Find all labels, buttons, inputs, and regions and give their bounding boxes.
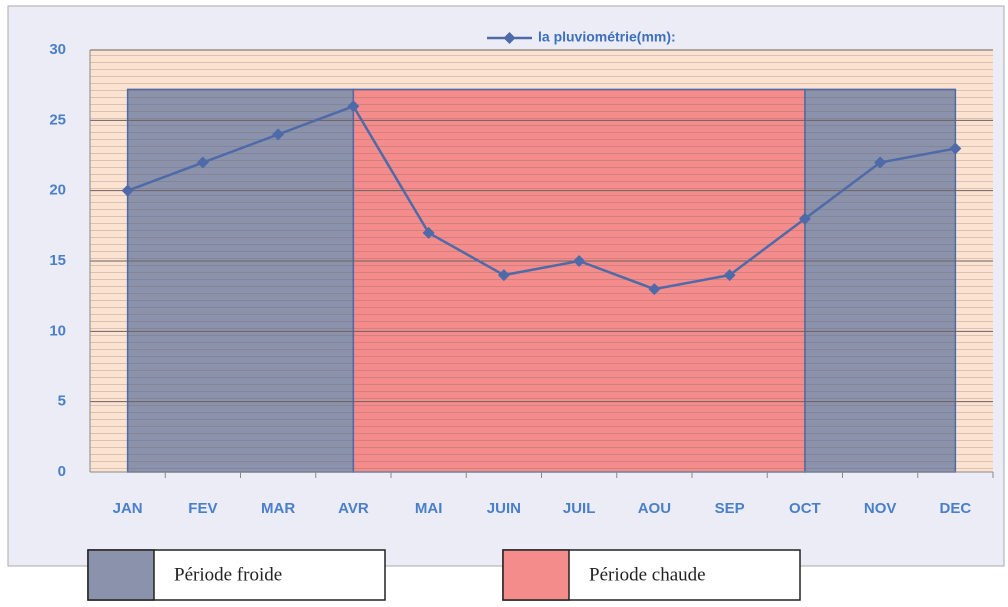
data-point xyxy=(422,226,435,239)
x-tick-label: AVR xyxy=(338,500,369,517)
x-tick-label: JUIN xyxy=(487,500,521,517)
legend-marker xyxy=(503,32,516,44)
data-point xyxy=(347,100,360,113)
x-tick-label: FEV xyxy=(188,500,217,517)
y-tick-label: 15 xyxy=(49,252,66,269)
data-point xyxy=(648,283,661,296)
data-point xyxy=(874,156,887,169)
y-tick-label: 30 xyxy=(49,41,66,58)
x-tick-label: JAN xyxy=(113,500,143,517)
legend-label: la pluviométrie(mm): xyxy=(538,29,676,45)
x-tick-label: AOU xyxy=(638,500,671,517)
x-tick-label: MAR xyxy=(261,500,295,517)
data-point xyxy=(949,142,962,155)
y-tick-label: 25 xyxy=(49,111,66,128)
x-tick-label: SEP xyxy=(715,500,745,517)
data-point xyxy=(196,156,209,169)
data-point xyxy=(272,128,285,141)
y-tick-label: 10 xyxy=(49,322,66,339)
data-point xyxy=(497,269,510,282)
x-tick-label: DEC xyxy=(940,500,972,517)
data-point xyxy=(798,212,811,225)
series-line xyxy=(127,104,956,291)
legend-label: Période froide xyxy=(174,564,282,585)
legend-swatch xyxy=(87,549,155,601)
x-tick-label: OCT xyxy=(789,500,821,517)
data-point xyxy=(723,269,736,282)
legend-swatch xyxy=(502,549,570,601)
y-tick-label: 5 xyxy=(58,393,66,410)
x-tick-label: MAI xyxy=(415,500,443,517)
data-point xyxy=(121,184,134,197)
x-tick-label: JUIL xyxy=(563,500,596,517)
data-point xyxy=(573,255,586,267)
x-tick-label: NOV xyxy=(864,500,897,517)
legend-label: Période chaude xyxy=(589,564,706,585)
y-tick-label: 0 xyxy=(58,463,66,480)
y-tick-label: 20 xyxy=(49,182,66,199)
